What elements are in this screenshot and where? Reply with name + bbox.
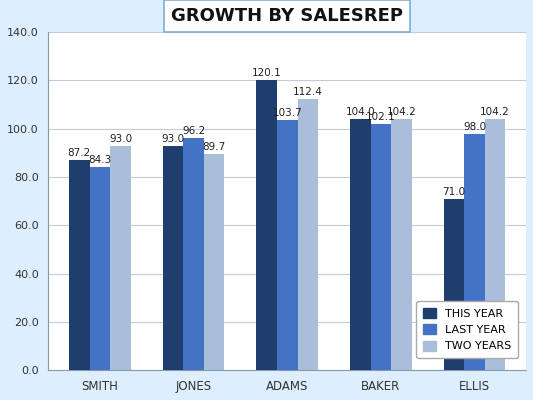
Bar <box>110 146 131 370</box>
Legend: THIS YEAR, LAST YEAR, TWO YEARS: THIS YEAR, LAST YEAR, TWO YEARS <box>416 301 518 358</box>
Bar <box>204 154 224 370</box>
Bar <box>391 118 412 370</box>
Text: 98.0: 98.0 <box>463 122 486 132</box>
Text: 93.0: 93.0 <box>109 134 132 144</box>
Text: 104.0: 104.0 <box>345 107 375 117</box>
Bar <box>464 134 485 370</box>
Text: 102.1: 102.1 <box>366 112 396 122</box>
Bar <box>183 138 204 370</box>
Text: 104.2: 104.2 <box>386 107 416 117</box>
Bar <box>350 119 370 370</box>
Bar <box>163 146 183 370</box>
Bar <box>256 80 277 370</box>
Text: 71.0: 71.0 <box>442 187 465 197</box>
Bar <box>297 99 318 370</box>
Text: 112.4: 112.4 <box>293 87 323 97</box>
Text: 104.2: 104.2 <box>480 107 510 117</box>
Bar <box>370 124 391 370</box>
Bar <box>485 118 505 370</box>
Bar <box>277 120 297 370</box>
Text: 84.3: 84.3 <box>88 155 111 165</box>
Bar <box>90 167 110 370</box>
Text: 93.0: 93.0 <box>161 134 184 144</box>
Text: 103.7: 103.7 <box>272 108 302 118</box>
Title: GROWTH BY SALESREP: GROWTH BY SALESREP <box>171 7 403 25</box>
Text: 87.2: 87.2 <box>68 148 91 158</box>
Text: 120.1: 120.1 <box>252 68 281 78</box>
Text: 96.2: 96.2 <box>182 126 205 136</box>
Bar <box>443 199 464 370</box>
Text: 89.7: 89.7 <box>203 142 226 152</box>
Bar <box>69 160 90 370</box>
